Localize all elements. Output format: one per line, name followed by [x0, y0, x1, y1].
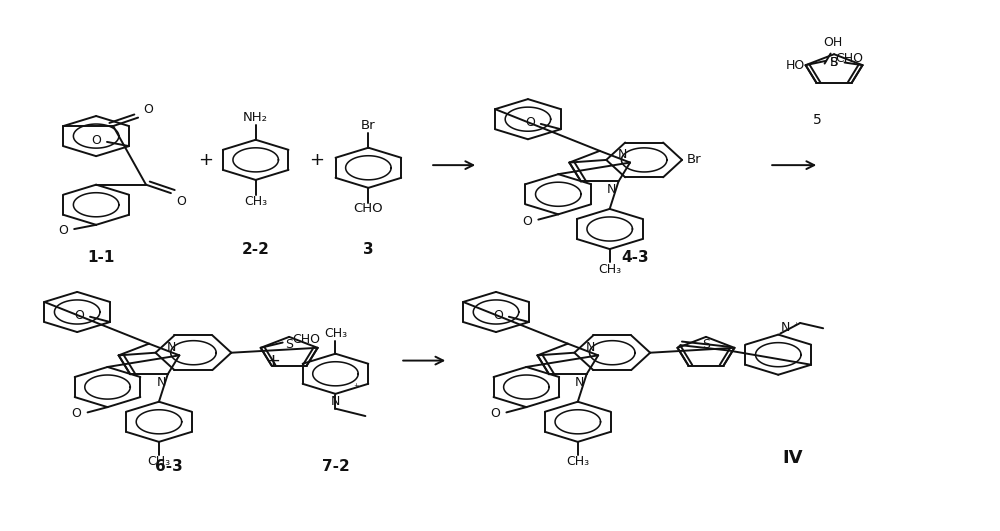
Text: N: N: [780, 321, 790, 333]
Text: CHO: CHO: [293, 333, 321, 346]
Text: S: S: [829, 56, 837, 69]
Text: ⁺: ⁺: [793, 322, 799, 332]
Text: B: B: [830, 56, 839, 69]
Text: 4-3: 4-3: [621, 250, 648, 265]
Text: N: N: [586, 341, 595, 354]
Text: O: O: [72, 407, 82, 421]
Text: CHO: CHO: [354, 202, 383, 216]
Text: CHO: CHO: [836, 53, 864, 65]
Text: 5: 5: [813, 113, 821, 127]
Text: 3: 3: [363, 242, 374, 257]
Text: O: O: [522, 215, 532, 228]
Text: +: +: [198, 151, 213, 169]
Text: CH₃: CH₃: [598, 263, 621, 276]
Text: N: N: [156, 376, 166, 389]
Text: 2-2: 2-2: [242, 242, 270, 257]
Text: O: O: [58, 224, 68, 237]
Text: N: N: [167, 341, 176, 354]
Text: N: N: [575, 376, 585, 389]
Text: 7-2: 7-2: [322, 459, 349, 474]
Text: Br: Br: [687, 153, 702, 166]
Text: 1-1: 1-1: [87, 250, 115, 265]
Text: CH₃: CH₃: [244, 194, 267, 208]
Text: ⁺: ⁺: [353, 382, 359, 392]
Text: NH₂: NH₂: [243, 111, 268, 124]
Text: HO: HO: [785, 58, 805, 72]
Text: O: O: [176, 195, 186, 208]
Text: CH₃: CH₃: [147, 456, 171, 468]
Text: CH₃: CH₃: [324, 327, 347, 340]
Text: IV: IV: [782, 449, 802, 467]
Text: 6-3: 6-3: [155, 459, 183, 474]
Text: O: O: [91, 134, 101, 147]
Text: O: O: [143, 103, 153, 116]
Text: N: N: [331, 395, 340, 408]
Text: O: O: [525, 116, 535, 129]
Text: N: N: [618, 149, 627, 161]
Text: O: O: [491, 407, 500, 421]
Text: O: O: [74, 309, 84, 322]
Text: +: +: [309, 151, 324, 169]
Text: O: O: [493, 309, 503, 322]
Text: N: N: [607, 183, 616, 196]
Text: OH: OH: [823, 36, 842, 49]
Text: S: S: [285, 338, 293, 351]
Text: +: +: [265, 352, 280, 370]
Text: Br: Br: [361, 119, 376, 132]
Text: S: S: [702, 338, 710, 351]
Text: CH₃: CH₃: [566, 456, 589, 468]
